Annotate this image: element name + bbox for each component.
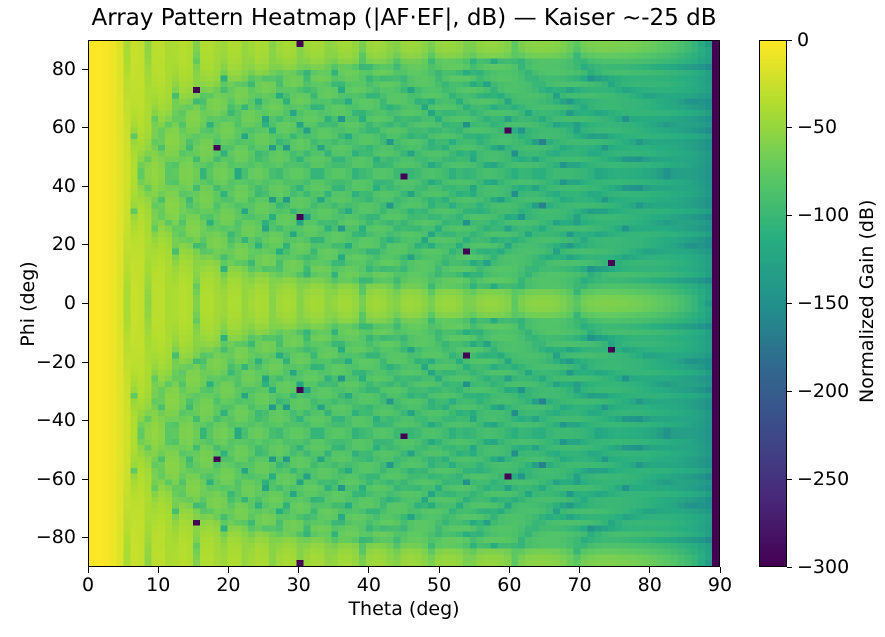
- y-axis-label: Phi (deg): [17, 261, 39, 347]
- y-tick-mark: [82, 127, 88, 129]
- colorbar-tick-label: −200: [797, 379, 850, 402]
- x-tick-label: 90: [707, 574, 733, 596]
- chart-title: Array Pattern Heatmap (|AF·EF|, dB) — Ka…: [91, 5, 717, 31]
- x-tick-label: 20: [216, 574, 241, 596]
- colorbar-tick-mark: [787, 303, 792, 304]
- x-tick-label: 30: [286, 574, 311, 596]
- colorbar-tick-mark: [787, 566, 792, 568]
- y-tick-mark: [82, 478, 88, 480]
- x-tick-label: 10: [146, 574, 171, 596]
- x-tick-mark: [87, 567, 89, 573]
- colorbar-tick-label: −100: [797, 204, 850, 227]
- y-tick-mark: [82, 420, 88, 422]
- y-tick-label: 80: [51, 57, 76, 80]
- y-tick-mark: [82, 537, 88, 539]
- x-tick-mark: [227, 567, 229, 573]
- x-axis-label: Theta (deg): [348, 598, 460, 620]
- y-tick-label: −60: [35, 467, 76, 490]
- heatmap-plot-area: [88, 40, 720, 567]
- x-tick-label: 70: [567, 574, 592, 596]
- y-tick-label: −20: [35, 350, 76, 373]
- x-tick-mark: [508, 567, 510, 573]
- x-tick-label: 50: [427, 574, 452, 596]
- y-tick-mark: [82, 303, 88, 304]
- x-tick-mark: [649, 567, 651, 573]
- x-tick-mark: [438, 567, 440, 573]
- y-tick-label: 20: [51, 233, 76, 256]
- y-tick-label: −80: [35, 526, 76, 549]
- x-tick-label: 0: [81, 574, 95, 596]
- y-tick-label: 0: [63, 292, 76, 314]
- y-tick-mark: [82, 185, 88, 187]
- x-tick-mark: [157, 567, 159, 573]
- x-tick-label: 80: [637, 574, 662, 596]
- x-tick-mark: [579, 567, 581, 573]
- colorbar-tick-mark: [787, 478, 792, 480]
- colorbar-tick-label: −300: [797, 555, 850, 578]
- colorbar-tick-mark: [787, 127, 792, 129]
- y-tick-label: 40: [51, 174, 76, 197]
- colorbar-tick-label: 0: [797, 28, 810, 51]
- colorbar-tick-label: −50: [797, 116, 838, 139]
- colorbar-tick-label: −250: [797, 467, 850, 490]
- x-tick-mark: [298, 567, 300, 573]
- colorbar-tick-label: −150: [797, 292, 850, 314]
- colorbar-canvas: [760, 41, 786, 566]
- colorbar: [759, 40, 787, 567]
- y-tick-label: −40: [35, 409, 76, 432]
- colorbar-label: Normalized Gain (dB): [856, 199, 878, 403]
- y-tick-label: 60: [51, 116, 76, 139]
- x-tick-mark: [719, 567, 721, 573]
- x-tick-mark: [368, 567, 370, 573]
- y-tick-mark: [82, 68, 88, 70]
- x-tick-label: 60: [497, 574, 522, 596]
- x-tick-label: 40: [356, 574, 381, 596]
- colorbar-tick-mark: [787, 39, 792, 41]
- y-tick-mark: [82, 361, 88, 363]
- colorbar-tick-mark: [787, 390, 792, 392]
- colorbar-tick-mark: [787, 215, 792, 217]
- heatmap-canvas: [89, 41, 719, 566]
- y-tick-mark: [82, 244, 88, 246]
